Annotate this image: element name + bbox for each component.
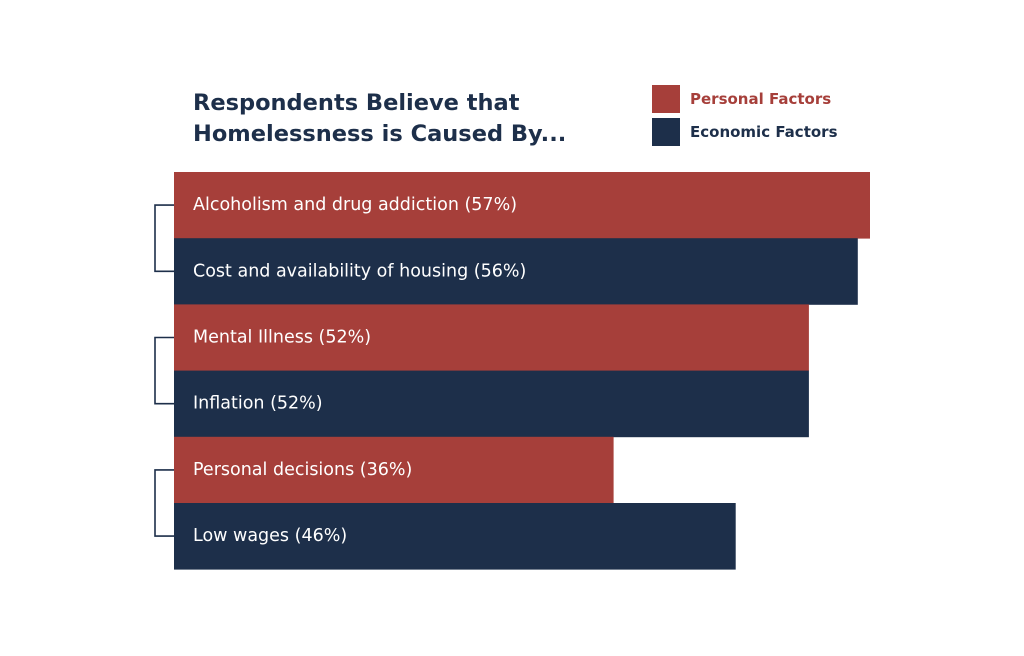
bar-low-wages (174, 503, 736, 570)
bar-mental-illness (174, 304, 809, 371)
bar-label-personal-decisions: Personal decisions (36%) (193, 460, 412, 480)
pair-bracket-3 (154, 469, 174, 537)
bar-alcoholism-and-drug-addiction (174, 172, 870, 239)
bar-label-inflation: Inflation (52%) (193, 394, 323, 414)
bar-inflation (174, 370, 809, 438)
bar-label-mental-illness: Mental Illness (52%) (193, 328, 371, 348)
legend-label-personal: Personal Factors (690, 90, 832, 108)
bar-label-low-wages: Low wages (46%) (193, 526, 347, 546)
legend-label-economic: Economic Factors (690, 123, 838, 141)
bar-cost-and-availability-of-housing (174, 238, 858, 305)
legend-item-personal: Personal Factors (652, 85, 831, 113)
pair-bracket-2 (154, 336, 174, 405)
legend-swatch-economic (652, 118, 680, 146)
legend-swatch-personal (652, 85, 680, 113)
legend-item-economic: Economic Factors (652, 118, 838, 146)
chart-title: Respondents Believe that Homelessness is… (193, 90, 567, 147)
bar-label-alcoholism-and-drug-addiction: Alcoholism and drug addiction (57%) (193, 195, 517, 215)
bar-personal-decisions (174, 436, 614, 504)
pair-bracket-1 (154, 204, 174, 273)
bar-label-cost-and-availability-of-housing: Cost and availability of housing (56%) (193, 261, 526, 281)
